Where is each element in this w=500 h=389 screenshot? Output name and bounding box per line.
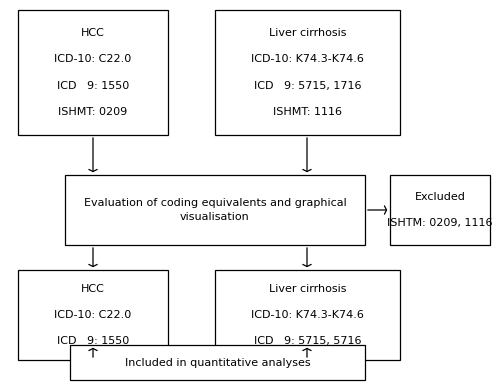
Text: HCC

ICD-10: C22.0

ICD   9: 1550: HCC ICD-10: C22.0 ICD 9: 1550	[54, 284, 132, 346]
Bar	[65, 175, 365, 245]
Bar	[215, 10, 400, 135]
Text: Excluded

ISHTM: 0209, 1116: Excluded ISHTM: 0209, 1116	[387, 192, 493, 228]
Bar	[18, 270, 168, 360]
Text: HCC

ICD-10: C22.0

ICD   9: 1550

ISHMT: 0209: HCC ICD-10: C22.0 ICD 9: 1550 ISHMT: 020…	[54, 28, 132, 117]
Text: Liver cirrhosis

ICD-10: K74.3-K74.6

ICD   9: 5715, 1716

ISHMT: 1116: Liver cirrhosis ICD-10: K74.3-K74.6 ICD …	[251, 28, 364, 117]
Bar	[215, 270, 400, 360]
Bar	[70, 345, 365, 380]
Text: Evaluation of coding equivalents and graphical
visualisation: Evaluation of coding equivalents and gra…	[84, 198, 346, 222]
Bar	[18, 10, 168, 135]
Text: Liver cirrhosis

ICD-10: K74.3-K74.6

ICD   9: 5715, 5716: Liver cirrhosis ICD-10: K74.3-K74.6 ICD …	[251, 284, 364, 346]
Text: Included in quantitative analyses: Included in quantitative analyses	[124, 357, 310, 368]
Bar	[390, 175, 490, 245]
